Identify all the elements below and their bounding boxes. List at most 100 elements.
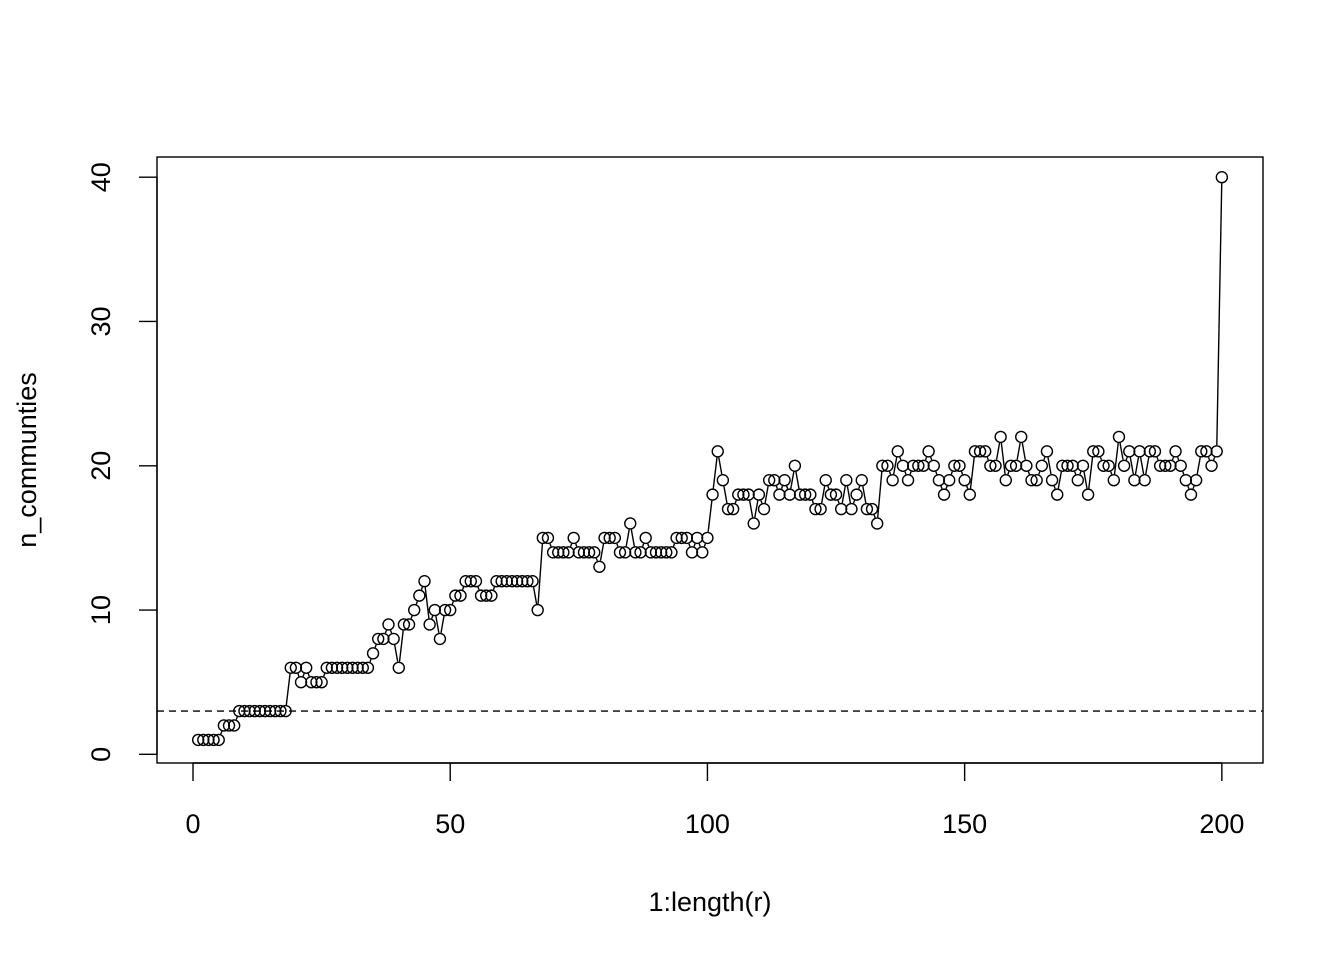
series-segment (723, 486, 728, 504)
data-point (310, 676, 323, 689)
data-point (294, 676, 308, 689)
data-point (912, 459, 925, 472)
series-segment (1129, 457, 1134, 475)
data-point (973, 445, 987, 458)
data-point (263, 704, 277, 718)
data-point (567, 531, 580, 545)
series-segment (1187, 485, 1190, 490)
x-tick-label: 200 (1199, 809, 1244, 839)
data-point (891, 445, 904, 458)
series-segment (820, 486, 826, 504)
series-segment (1207, 456, 1211, 461)
series-segment (1216, 183, 1223, 446)
data-point (469, 575, 483, 588)
series-segment (435, 616, 440, 633)
series-segment (384, 630, 388, 634)
series-segment (1113, 442, 1119, 475)
data-point (1117, 459, 1131, 472)
data-point (1143, 445, 1157, 458)
data-point (639, 531, 652, 545)
series-segment (764, 486, 769, 504)
data-point (372, 632, 385, 646)
series-segment (790, 471, 795, 489)
series-segment (440, 616, 445, 633)
data-point (1066, 459, 1079, 472)
series-segment (1043, 456, 1046, 461)
x-tick-label: 150 (942, 809, 987, 839)
data-point (644, 546, 658, 559)
data-point (1071, 474, 1085, 487)
data-point (706, 488, 719, 501)
data-point (397, 618, 411, 631)
series-segment (220, 731, 223, 735)
series-segment (718, 457, 723, 475)
series-segment (1038, 471, 1041, 475)
data-point (351, 661, 364, 674)
data-point (356, 661, 369, 674)
series-segment (575, 543, 578, 547)
data-point (1102, 459, 1115, 472)
data-point (207, 733, 220, 747)
data-point (1004, 459, 1018, 472)
data-point (726, 502, 740, 516)
series-segment (1074, 471, 1077, 475)
series-segment (893, 457, 898, 475)
series-segment (1007, 471, 1010, 475)
y-tick-label: 20 (86, 451, 116, 481)
data-point (598, 531, 611, 545)
series-segment (852, 500, 856, 504)
data-point (202, 733, 215, 747)
data-point (901, 474, 915, 487)
data-point (1092, 445, 1105, 458)
series-segment (760, 500, 763, 504)
data-point (305, 676, 318, 689)
series-segment (595, 557, 598, 562)
data-point (546, 546, 560, 559)
data-point (788, 459, 802, 472)
series-segment (960, 471, 964, 475)
data-point (516, 575, 529, 588)
data-point (906, 459, 920, 472)
data-point (505, 575, 519, 588)
data-point (608, 531, 622, 545)
data-point (1009, 459, 1023, 472)
data-point (495, 575, 508, 588)
data-point (865, 502, 879, 516)
data-point (325, 661, 339, 674)
series-segment (599, 543, 605, 561)
data-point (341, 661, 354, 674)
data-point (557, 546, 570, 559)
data-point (1210, 445, 1223, 458)
data-point (541, 531, 555, 545)
data-point (932, 474, 946, 487)
series-segment (369, 658, 372, 663)
data-point (634, 546, 647, 559)
x-tick-label: 50 (435, 809, 465, 839)
data-point (629, 546, 642, 559)
data-point (1040, 445, 1054, 458)
data-point (588, 546, 601, 559)
data-point (346, 661, 359, 674)
data-point (1061, 459, 1074, 472)
data-point (649, 546, 663, 559)
data-point (1035, 459, 1049, 472)
series-segment (410, 615, 413, 619)
data-point (768, 474, 781, 487)
series-segment (1171, 456, 1175, 461)
data-point (870, 517, 884, 530)
data-point (274, 704, 287, 718)
data-point (953, 459, 966, 472)
series-segment (1119, 442, 1124, 460)
data-point (757, 502, 771, 516)
data-point (824, 488, 838, 501)
series-segment (1212, 456, 1216, 461)
series-segment (389, 630, 393, 634)
data-point (732, 488, 745, 501)
data-point (994, 430, 1007, 444)
data-point (654, 546, 668, 559)
data-point (510, 575, 524, 588)
data-point (603, 531, 616, 545)
data-point (593, 560, 606, 573)
data-point (289, 661, 303, 674)
data-point (335, 661, 349, 674)
